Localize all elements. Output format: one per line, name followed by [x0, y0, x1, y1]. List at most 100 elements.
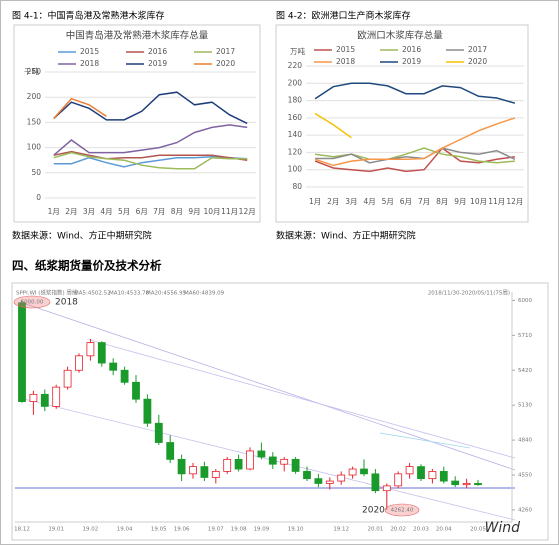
x-tick-label: 19.10 [288, 527, 304, 533]
kline-header: SPPI.WI (纸浆指数) 周线 [16, 289, 78, 297]
legend-label: 2015 [336, 45, 355, 54]
kline-header: MA20:4556.95 [146, 291, 187, 297]
x-tick-label: 20.04 [436, 527, 452, 533]
x-tick-label: 11月 [221, 207, 238, 216]
candle-body [382, 485, 391, 492]
x-tick-label: 18.12 [14, 527, 30, 533]
y-tick-label: 200 [27, 92, 42, 101]
candle-body [337, 474, 346, 482]
y-tick-label: 200 [288, 78, 303, 87]
legend-label: 2015 [80, 47, 99, 56]
x-tick-label: 12月 [506, 197, 523, 206]
candle-body [474, 483, 482, 486]
series-line [315, 147, 516, 164]
x-tick-label: 19.12 [333, 527, 349, 533]
x-tick-label: 7月 [153, 207, 165, 216]
legend-label: 2019 [402, 57, 421, 66]
y-tick-label: 80 [292, 182, 302, 191]
candle-body [223, 458, 232, 472]
candle-body [394, 473, 403, 487]
x-tick-label: 20.02 [390, 527, 406, 533]
x-tick-label: 6月 [136, 207, 148, 216]
y-tick-label: 4260 [518, 507, 532, 513]
x-tick-label: 5月 [118, 207, 130, 216]
x-tick-label: 2月 [327, 197, 339, 206]
series-line [314, 147, 516, 173]
candle-body [97, 342, 106, 364]
watermark: Wind [485, 520, 521, 536]
y-tick-label: 5420 [518, 368, 532, 374]
y-tick-label: 6000 [518, 298, 532, 304]
y-tick-label: 4840 [518, 438, 532, 444]
candle-body [428, 471, 437, 480]
legend-label: 2017 [216, 47, 235, 56]
candle-body [325, 480, 334, 484]
candle-body [451, 480, 460, 486]
candle-body [177, 458, 186, 475]
candle-body [18, 302, 26, 402]
chart-title: 中国青岛港及常熟港木浆库存总量 [66, 30, 209, 42]
candle-body [462, 483, 471, 486]
candle-body [360, 468, 368, 475]
section-heading: 四、纸浆期货量价及技术分析 [12, 259, 162, 273]
candle-body [132, 381, 140, 400]
candle-body [143, 398, 152, 424]
candle-body [234, 458, 243, 470]
candle-body [86, 342, 95, 357]
x-tick-label: 10月 [204, 207, 221, 216]
legend-label: 2020 [468, 57, 487, 66]
x-tick-label: 9月 [454, 197, 466, 206]
y-tick-label: 140 [288, 130, 303, 139]
series-line [314, 112, 352, 139]
highlight [13, 295, 51, 309]
x-tick-label: 19.02 [83, 527, 99, 533]
candle-body [200, 466, 209, 478]
x-tick-label: 19.09 [254, 527, 270, 533]
y-tick-label: 5130 [518, 403, 532, 409]
x-tick-label: 10月 [470, 197, 487, 206]
trend-line [19, 397, 516, 521]
candle-body [314, 478, 323, 484]
candle-body [246, 450, 254, 470]
x-tick-label: 19.08 [231, 527, 247, 533]
legend-label: 2017 [468, 45, 487, 54]
x-tick-label: 20.01 [368, 527, 384, 533]
candle-body [211, 471, 220, 478]
legend-label: 2018 [80, 59, 99, 68]
candle-body [303, 471, 311, 480]
x-tick-label: 3月 [345, 197, 357, 206]
legend-label: 2016 [148, 47, 167, 56]
x-tick-label: 8月 [171, 207, 183, 216]
x-tick-label: 4月 [100, 207, 112, 216]
kline-frame [11, 282, 549, 541]
candle-body [29, 393, 38, 402]
candle-body [291, 458, 300, 472]
candle-body [40, 393, 49, 407]
y-tick-label: 0 [36, 193, 41, 202]
y-tick-label: 180 [288, 96, 303, 105]
x-tick-label: 4月 [363, 197, 375, 206]
source: 数据来源：Wind、方正中期研究院 [12, 230, 152, 242]
candle-body [154, 422, 163, 443]
x-tick-label: 12月 [239, 207, 256, 216]
y-tick-label: 250 [27, 67, 42, 76]
candle-body [371, 473, 380, 492]
candle-body [280, 458, 289, 465]
annotation: 6000.00 [21, 300, 44, 306]
candle-body [63, 369, 72, 388]
y-tick-label: 5710 [518, 333, 532, 339]
y-tick-label: 100 [27, 143, 42, 152]
candle-body [257, 450, 266, 458]
candle-body [120, 369, 129, 383]
series-line [53, 124, 248, 156]
x-tick-label: 9月 [188, 207, 200, 216]
candle-body [189, 466, 197, 475]
x-tick-label: 8月 [436, 197, 448, 206]
x-tick-label: 5月 [382, 197, 394, 206]
series-line [53, 91, 248, 125]
x-tick-label: 19.01 [48, 527, 64, 533]
x-tick-label: 11月 [488, 197, 505, 206]
candle-body [405, 466, 414, 475]
source: 数据来源：Wind、方正中期研究院 [276, 230, 416, 242]
